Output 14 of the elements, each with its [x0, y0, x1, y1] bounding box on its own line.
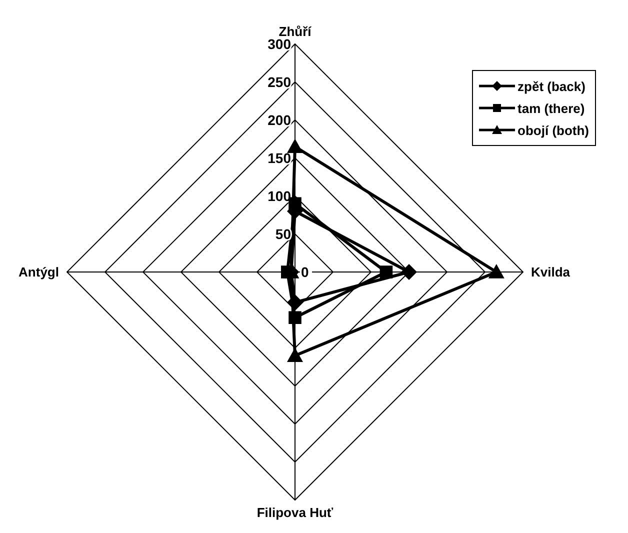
y-tick-label: 100 [268, 188, 292, 204]
y-tick-label: 250 [268, 74, 292, 90]
spoke-label: Kvilda [531, 264, 571, 280]
y-tick-label: 0 [301, 264, 309, 280]
y-tick-label: 50 [275, 226, 292, 242]
y-tick-label: 150 [268, 150, 292, 166]
legend-label: tam (there) [518, 100, 585, 116]
legend-label: obojí (both) [518, 122, 589, 138]
y-tick-label: 200 [268, 112, 292, 128]
spoke-label: Zhůří [278, 24, 312, 39]
spoke-label: Filipova Huť [256, 505, 334, 520]
spoke-label: Antýgl [18, 264, 59, 280]
legend-label: zpět (back) [518, 78, 586, 94]
y-tick-label: 300 [268, 36, 292, 52]
